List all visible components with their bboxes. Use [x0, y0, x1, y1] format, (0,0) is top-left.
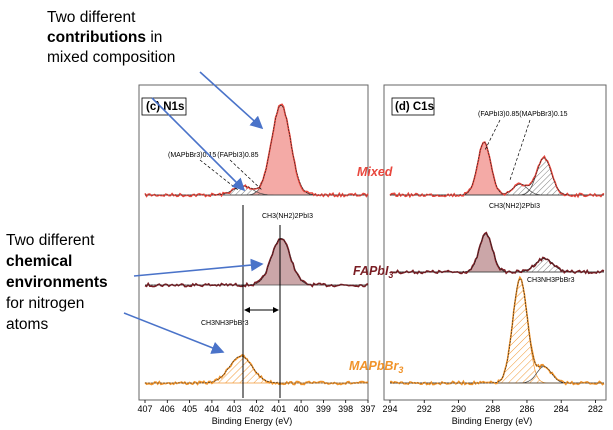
x-tick-label: 399: [316, 404, 331, 414]
label-d-ma: CH3NH3PbBr3: [527, 277, 575, 284]
panel-c-title: (c) N1s: [146, 101, 184, 113]
sample-label-mapbbr3: MAPbBr3: [349, 359, 403, 375]
x-tick-label: 397: [360, 404, 375, 414]
annotation-top-line2: contributions in: [47, 29, 162, 46]
series-data-points: [389, 275, 605, 386]
label-c-ma: CH3NH3PbBr3: [201, 320, 249, 327]
x-tick-label: 282: [588, 404, 603, 414]
peak-component: [145, 238, 368, 286]
sample-label-mixed: Mixed: [357, 165, 393, 179]
label-c-fa: CH3(NH2)2PbI3: [262, 213, 313, 220]
panel-c-title-box: [141, 97, 187, 116]
x-tick-label: 400: [294, 404, 309, 414]
x-tick-label: 403: [227, 404, 242, 414]
peak-component: [145, 104, 368, 196]
arrow-to-ma-environment: [123, 312, 225, 354]
panel-c-frame: [138, 84, 369, 401]
panel-d-x-axis: 294 292 290 288 286 284 282: [382, 399, 604, 414]
sample-label-fapbi3: FAPbI3: [353, 264, 393, 280]
x-tick-label: 401: [271, 404, 286, 414]
x-tick-label: 402: [249, 404, 264, 414]
label-d-fa: CH3(NH2)2PbI3: [489, 203, 540, 210]
x-tick-label: 284: [554, 404, 569, 414]
peak-component: [390, 366, 604, 384]
panel-d-title-box: [391, 97, 435, 116]
peak-component: [390, 233, 604, 273]
panel-d-xlabel: Binding Energy (eV): [452, 416, 533, 426]
series-fit-envelope: [145, 238, 368, 286]
panel-c-xlabel: Binding Energy (eV): [212, 416, 293, 426]
x-tick-label: 398: [338, 404, 353, 414]
panel-d-title: (d) C1s: [395, 101, 434, 113]
series-fit-envelope: [145, 104, 368, 196]
annotation-left-line4: for nitrogen: [6, 295, 84, 312]
series-data-points: [389, 141, 605, 199]
peak-component: [145, 355, 368, 384]
x-tick-label: 286: [519, 404, 534, 414]
x-tick-label: 405: [182, 404, 197, 414]
panel-d-traces: [389, 141, 605, 386]
leader-d-fa: [484, 119, 501, 151]
panel-c-x-axis: 407 406 405 404 403 402 401 400 399 398 397: [137, 399, 376, 414]
series-data-points: [144, 103, 369, 198]
annotation-top-line3: mixed composition: [47, 49, 175, 66]
x-tick-label: 294: [382, 404, 397, 414]
panel-c-traces: [144, 103, 369, 386]
peak-component: [145, 185, 368, 196]
series-fit-envelope: [390, 278, 604, 384]
series-fit-envelope: [390, 233, 604, 273]
x-tick-label: 288: [485, 404, 500, 414]
peak-component: [390, 277, 604, 384]
annotation-left-line5: atoms: [6, 316, 48, 333]
series-data-points: [389, 231, 605, 275]
arrow-to-mixed-ma: [151, 97, 246, 192]
series-fit-envelope: [390, 142, 604, 196]
label-c-mixed-components: (MAPbBr3)0.15(FAPbI3)0.85: [168, 152, 259, 159]
leader-d-ma: [509, 119, 531, 181]
x-tick-label: 404: [204, 404, 219, 414]
series-fit-envelope: [145, 355, 368, 384]
annotation-left-line1: Two different: [6, 232, 95, 249]
arrow-to-mixed-fa: [199, 71, 264, 130]
x-tick-label: 292: [417, 404, 432, 414]
annotation-top-line1: Two different: [47, 9, 136, 26]
arrow-to-fa-environment: [133, 258, 264, 277]
x-tick-label: 407: [137, 404, 152, 414]
panel-d-frame: [383, 84, 607, 401]
annotation-left-line2: chemical: [6, 253, 72, 270]
annotation-left-line3: environments: [6, 274, 108, 291]
x-tick-label: 290: [451, 404, 466, 414]
series-data-points: [144, 238, 369, 288]
x-tick-label: 406: [160, 404, 175, 414]
leader-c-fa: [229, 159, 263, 191]
label-d-mixed-components: (FAPbI3)0.85(MAPbBr3)0.15: [478, 111, 568, 118]
